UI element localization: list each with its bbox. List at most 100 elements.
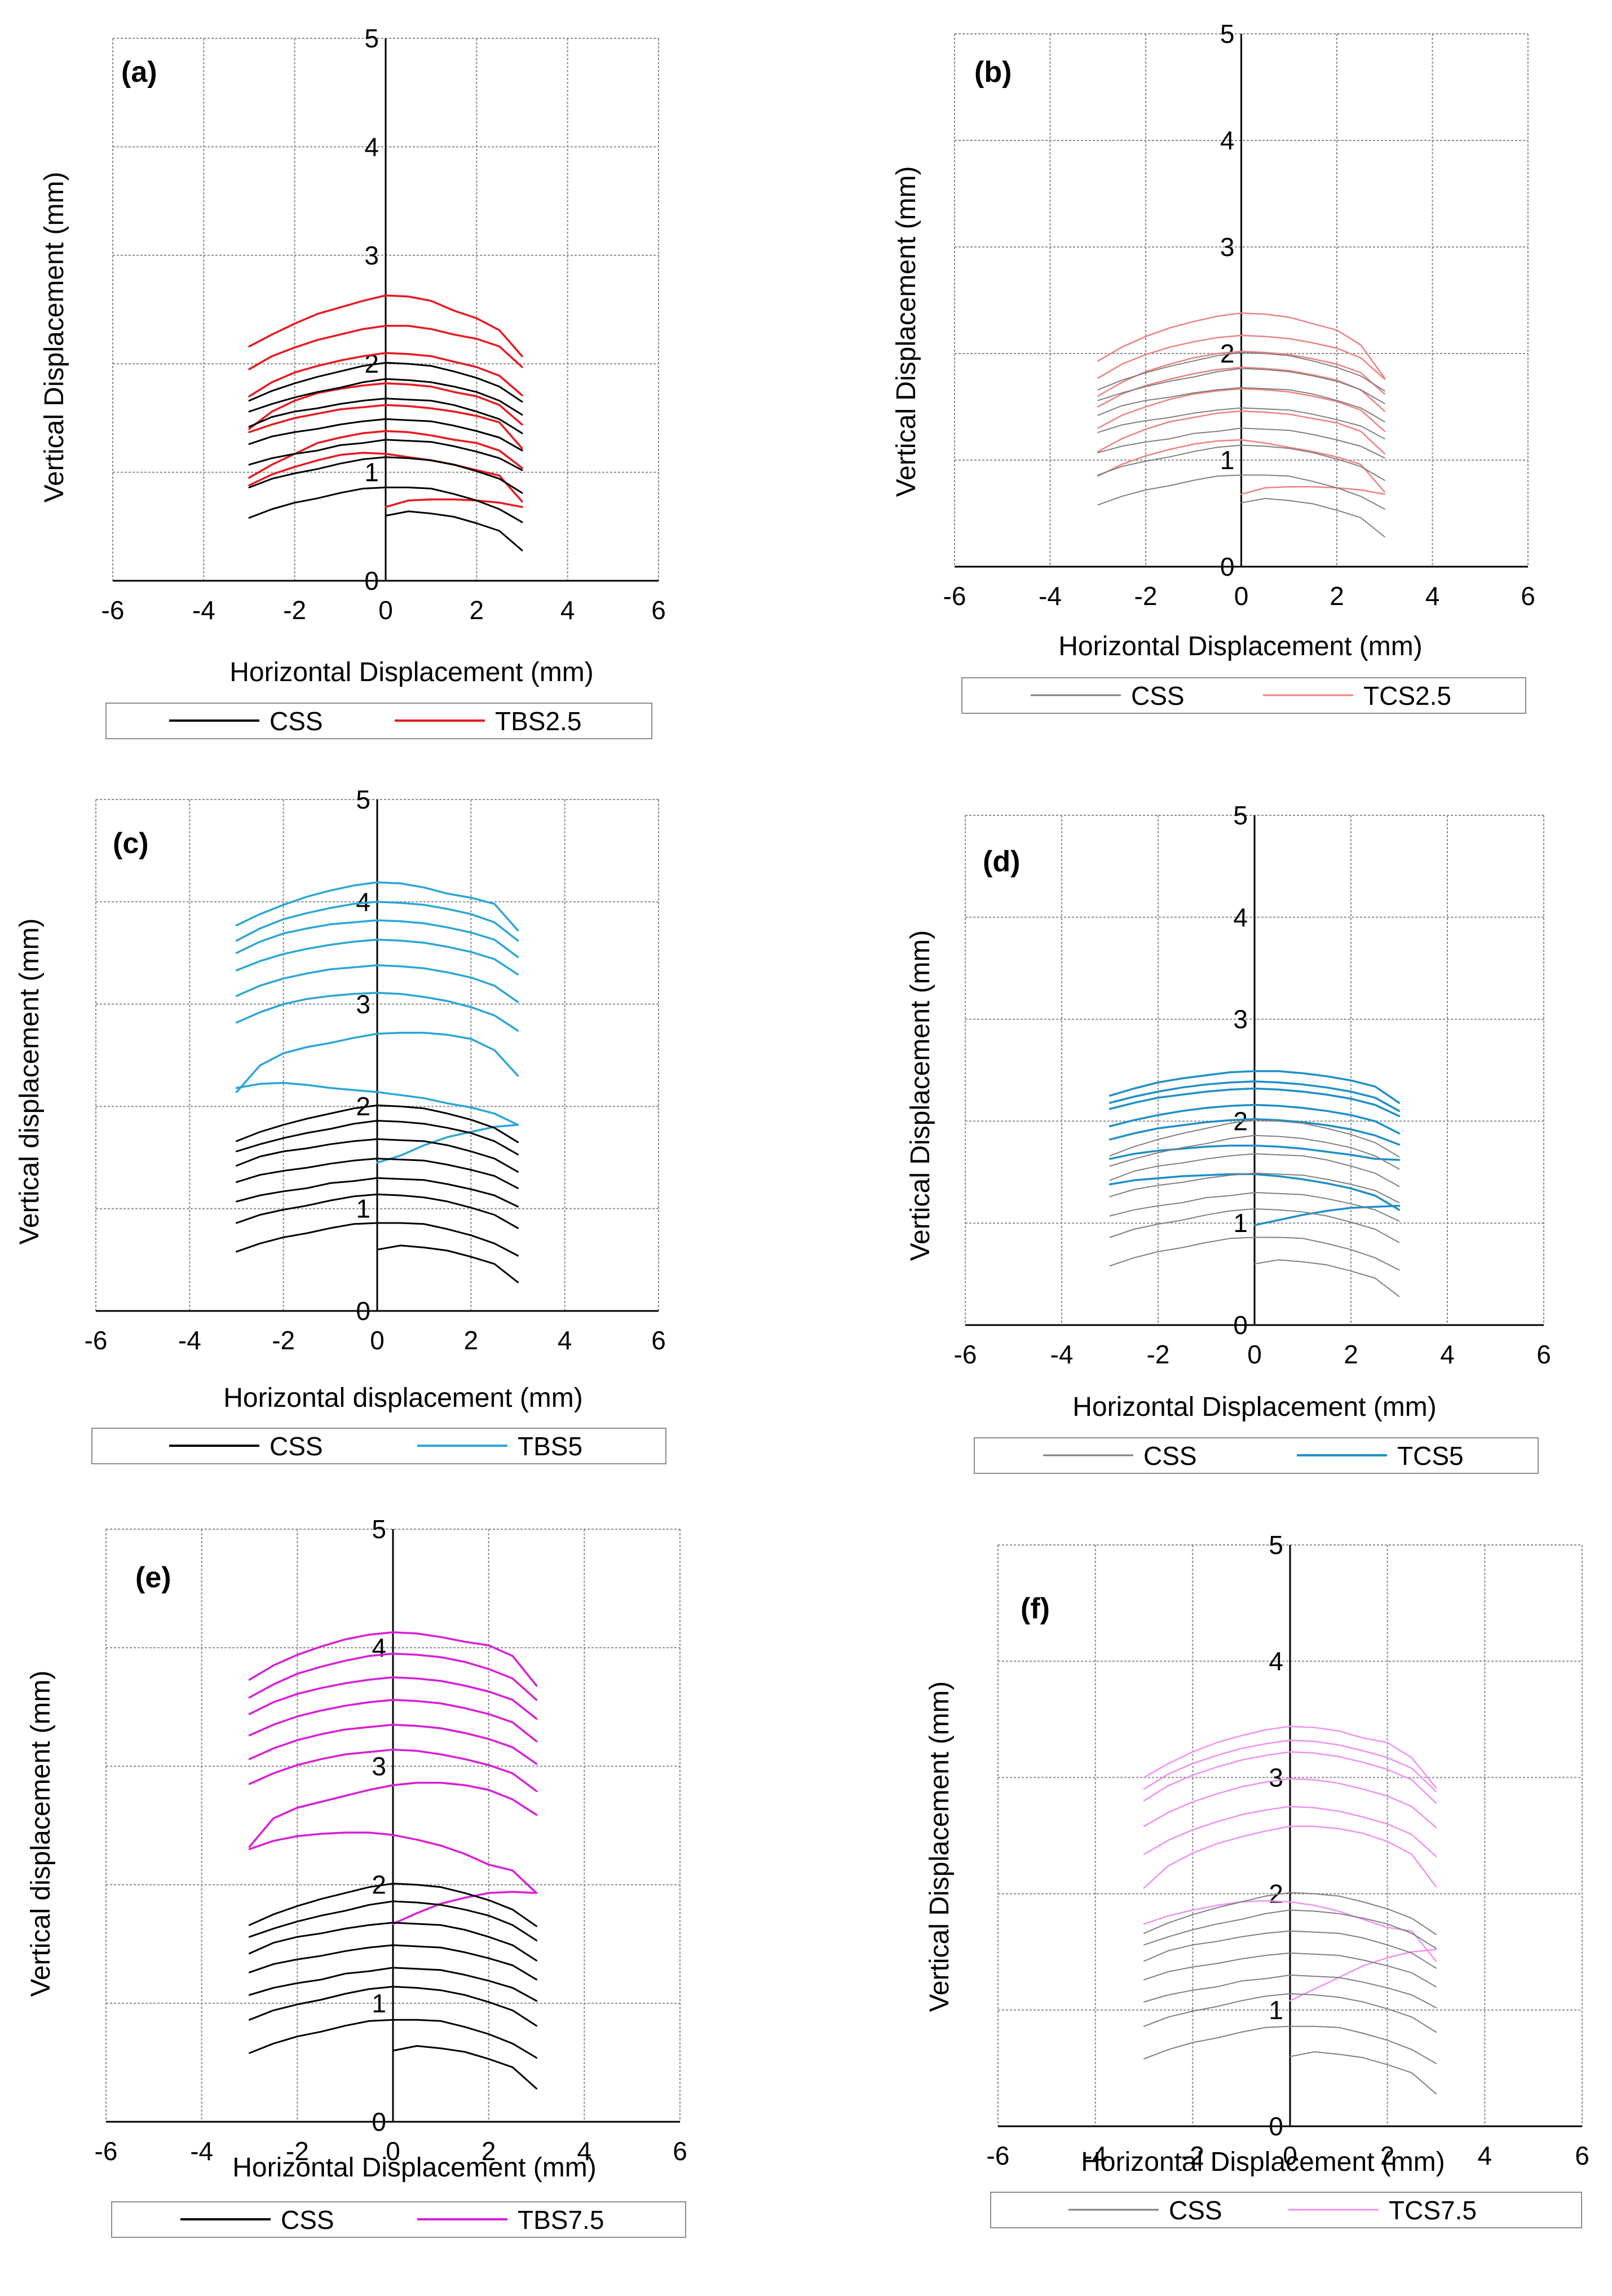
- x-tick-label: -6: [95, 2136, 118, 2166]
- x-tick-label: 6: [1575, 2141, 1589, 2170]
- x-tick-label: -4: [192, 595, 215, 625]
- series-line-tcs5: [1108, 1080, 1401, 1112]
- x-tick-label: 4: [558, 1326, 572, 1355]
- y-axis-title: Vertical Displacement (mm): [906, 930, 935, 1261]
- series-line-css: [248, 439, 523, 471]
- y-tick-label: 1: [356, 1194, 370, 1224]
- series-line-css: [249, 1985, 537, 2027]
- y-tick-label: 4: [1269, 1646, 1283, 1676]
- series-line-tbs5: [376, 1124, 519, 1164]
- x-tick-label: -4: [1050, 1340, 1074, 1369]
- x-tick-label: -6: [954, 1340, 977, 1369]
- series-line-tbs7-5: [248, 1631, 538, 1687]
- x-axis-title: Horizontal Displacement (mm): [1081, 2147, 1445, 2177]
- legend-series-label: TBS5: [518, 1432, 582, 1461]
- x-axis-title: Horizontal Displacement (mm): [232, 2153, 597, 2183]
- x-tick-label: 6: [1521, 581, 1535, 611]
- series-line-css: [248, 456, 523, 494]
- panel-label: (b): [974, 56, 1012, 89]
- series-line-tcs7-5: [1143, 1778, 1437, 1829]
- series-line-tbs2-5: [248, 352, 523, 398]
- series-line-tbs2-5: [248, 382, 523, 430]
- series-line-css: [1109, 1172, 1400, 1203]
- x-tick-label: 2: [464, 1326, 479, 1355]
- series-line-css: [1109, 1134, 1400, 1170]
- x-tick-label: -4: [1084, 2141, 1107, 2170]
- series-line-tbs7-5: [248, 1831, 538, 1895]
- series-line-tcs7-5: [1143, 1900, 1437, 1962]
- series-line-css: [249, 1922, 537, 1962]
- panel-label: (d): [983, 845, 1020, 878]
- series-line-css: [1289, 2051, 1437, 2095]
- y-tick-label: 5: [364, 24, 379, 53]
- series-line-css: [1097, 387, 1385, 422]
- series-line-tcs7-5: [1143, 1725, 1437, 1789]
- series-line-tbs5: [235, 964, 519, 1003]
- panel-label: (c): [113, 827, 149, 860]
- series-line-tbs5: [235, 938, 519, 975]
- y-tick-label: 3: [1233, 1005, 1248, 1034]
- series-line-css: [249, 1967, 537, 2002]
- series-line-css: [1143, 1952, 1437, 1988]
- x-tick-label: 2: [1344, 1340, 1358, 1369]
- series-line-css: [248, 487, 523, 523]
- panel-label: (e): [135, 1561, 171, 1594]
- series-line-css: [249, 1883, 537, 1927]
- series-line-tcs2-5: [1097, 388, 1386, 432]
- series-line-css: [236, 1138, 519, 1173]
- x-axis-title: Horizontal displacement (mm): [223, 1383, 583, 1413]
- x-axis-title: Horizontal Displacement (mm): [1072, 1392, 1437, 1422]
- series-line-tcs7-5: [1143, 1825, 1437, 1889]
- series-line-tbs5: [235, 1081, 519, 1126]
- series-line-tbs7-5: [248, 1724, 538, 1765]
- series-line-tcs2-5: [1240, 486, 1386, 495]
- y-tick-label: 0: [372, 2107, 386, 2136]
- x-tick-label: -4: [1039, 581, 1062, 611]
- y-tick-label: 1: [1220, 445, 1235, 475]
- legend-css-label: CSS: [281, 2205, 334, 2235]
- series-line-css: [1240, 498, 1385, 538]
- series-line-css: [236, 1120, 519, 1155]
- y-tick-label: 5: [1220, 19, 1235, 48]
- x-tick-label: -2: [1147, 1340, 1170, 1369]
- y-axis-title: Vertical Displacement (mm): [39, 172, 69, 503]
- x-tick-label: 6: [651, 595, 666, 625]
- series-line-tcs5: [1108, 1087, 1401, 1118]
- series-line-tcs2-5: [1097, 439, 1386, 493]
- x-tick-label: -6: [943, 581, 966, 611]
- x-tick-label: 0: [386, 2136, 400, 2166]
- series-line-tbs5: [235, 900, 519, 942]
- series-line-tbs2-5: [385, 498, 523, 508]
- x-tick-label: 4: [577, 2136, 592, 2166]
- legend-series-label: TCS7.5: [1389, 2196, 1477, 2225]
- series-line-css: [1254, 1259, 1400, 1297]
- y-tick-label: 1: [364, 458, 379, 487]
- series-line-tcs2-5: [1097, 334, 1386, 380]
- series-line-tcs5: [1253, 1204, 1401, 1226]
- y-tick-label: 1: [1233, 1208, 1248, 1238]
- y-tick-label: 4: [364, 132, 379, 161]
- x-tick-label: -2: [286, 2136, 309, 2166]
- series-line-tbs2-5: [248, 325, 523, 370]
- series-line-tcs7-5: [1289, 1949, 1437, 2002]
- series-line-css: [236, 1104, 519, 1143]
- y-tick-label: 0: [1269, 2112, 1283, 2141]
- x-tick-label: -6: [85, 1326, 108, 1355]
- y-tick-label: 3: [1220, 232, 1235, 262]
- x-tick-label: 6: [651, 1326, 666, 1355]
- legend-css-label: CSS: [1143, 1441, 1197, 1471]
- series-line-css: [249, 1944, 537, 1981]
- legend-series-label: TCS2.5: [1363, 681, 1451, 710]
- y-tick-label: 0: [1220, 552, 1235, 581]
- series-line-tbs5: [235, 1031, 519, 1093]
- x-tick-label: -4: [190, 2136, 213, 2166]
- x-tick-label: -2: [283, 595, 306, 625]
